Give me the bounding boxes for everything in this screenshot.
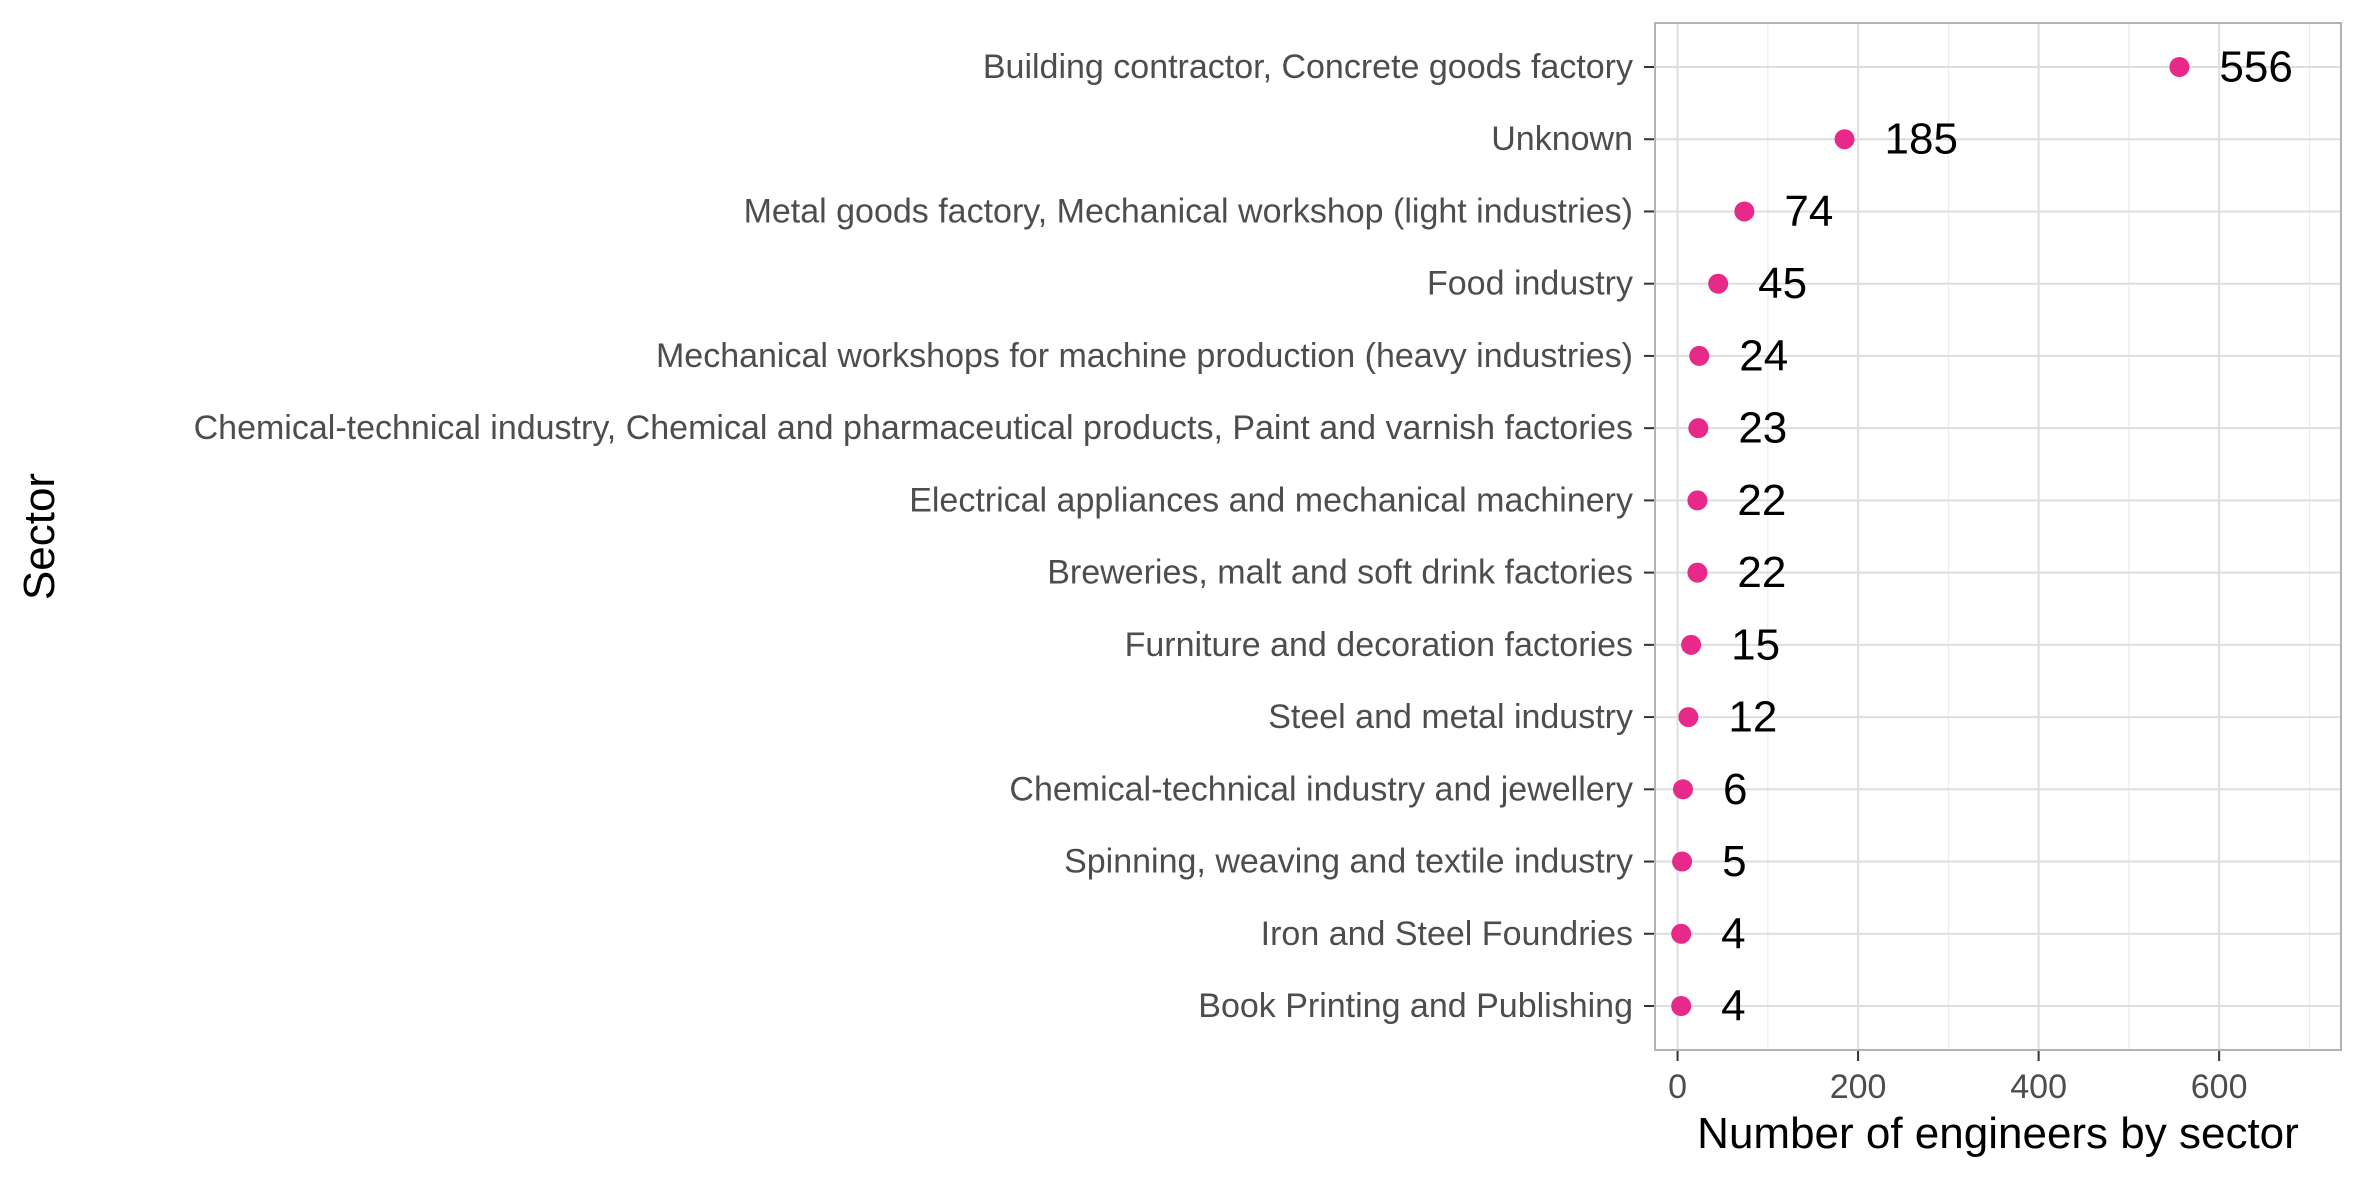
data-label: 22 bbox=[1737, 476, 1786, 525]
y-tick-label: Electrical appliances and mechanical mac… bbox=[909, 481, 1633, 519]
y-axis-tick-labels: Building contractor, Concrete goods fact… bbox=[194, 48, 1633, 1025]
data-label: 45 bbox=[1758, 259, 1807, 308]
x-axis-ticks bbox=[1676, 1050, 2221, 1061]
y-axis-ticks bbox=[1644, 66, 1655, 1007]
y-tick-label: Metal goods factory, Mechanical workshop… bbox=[744, 192, 1633, 230]
plot-panel-border bbox=[1654, 22, 2342, 1051]
y-tick-label: Steel and metal industry bbox=[1268, 698, 1633, 736]
y-tick-label: Iron and Steel Foundries bbox=[1261, 915, 1633, 953]
data-label: 15 bbox=[1731, 620, 1780, 669]
y-tick-label: Breweries, malt and soft drink factories bbox=[1047, 554, 1633, 592]
data-label: 23 bbox=[1738, 404, 1787, 453]
data-label: 74 bbox=[1784, 187, 1833, 236]
data-label: 4 bbox=[1721, 982, 1745, 1031]
plot-panel bbox=[1655, 23, 2341, 1050]
data-point bbox=[1688, 418, 1709, 439]
data-point bbox=[1734, 201, 1755, 222]
y-tick-label: Furniture and decoration factories bbox=[1125, 626, 1633, 664]
data-point bbox=[1672, 851, 1693, 872]
data-point bbox=[2169, 57, 2190, 77]
x-tick-label: 600 bbox=[2191, 1068, 2248, 1106]
data-label: 12 bbox=[1728, 693, 1777, 742]
data-point bbox=[1671, 996, 1692, 1016]
y-tick-label: Chemical-technical industry and jeweller… bbox=[1009, 770, 1633, 808]
major-gridlines bbox=[1655, 23, 2341, 1050]
y-axis-title: Sector bbox=[15, 473, 64, 600]
x-tick-label: 400 bbox=[2010, 1068, 2067, 1106]
data-label: 185 bbox=[1885, 115, 1958, 164]
data-points bbox=[1671, 57, 2190, 1016]
y-tick-label: Food industry bbox=[1427, 265, 1633, 303]
data-point bbox=[1834, 129, 1855, 150]
data-point bbox=[1678, 707, 1699, 728]
y-tick-label: Unknown bbox=[1491, 120, 1633, 158]
data-labels: 556 185 74 45 24 23 22 22 15 12 6 5 4 4 bbox=[1721, 43, 2293, 1031]
data-label: 22 bbox=[1737, 548, 1786, 597]
x-tick-label: 200 bbox=[1830, 1068, 1887, 1106]
x-axis-title: Number of engineers by sector bbox=[1697, 1109, 2299, 1158]
data-label: 6 bbox=[1723, 765, 1747, 814]
data-label: 5 bbox=[1722, 837, 1746, 886]
y-tick-label: Building contractor, Concrete goods fact… bbox=[983, 48, 1633, 86]
data-point bbox=[1687, 490, 1708, 511]
data-label: 24 bbox=[1739, 331, 1788, 380]
data-point bbox=[1672, 779, 1693, 800]
minor-gridlines bbox=[1767, 23, 2311, 1050]
data-point bbox=[1708, 273, 1729, 294]
data-label: 4 bbox=[1721, 909, 1745, 958]
data-point bbox=[1689, 345, 1710, 366]
y-tick-label: Spinning, weaving and textile industry bbox=[1064, 843, 1633, 881]
y-tick-label: Chemical-technical industry, Chemical an… bbox=[194, 409, 1633, 447]
y-tick-label: Book Printing and Publishing bbox=[1198, 987, 1633, 1025]
data-point bbox=[1681, 634, 1702, 655]
data-label: 556 bbox=[2219, 43, 2292, 92]
data-point bbox=[1687, 562, 1708, 583]
y-tick-label: Mechanical workshops for machine product… bbox=[656, 337, 1633, 375]
x-tick-label: 0 bbox=[1668, 1068, 1687, 1106]
data-point bbox=[1671, 923, 1692, 944]
x-axis-tick-labels: 0 200 400 600 bbox=[1668, 1068, 2247, 1106]
